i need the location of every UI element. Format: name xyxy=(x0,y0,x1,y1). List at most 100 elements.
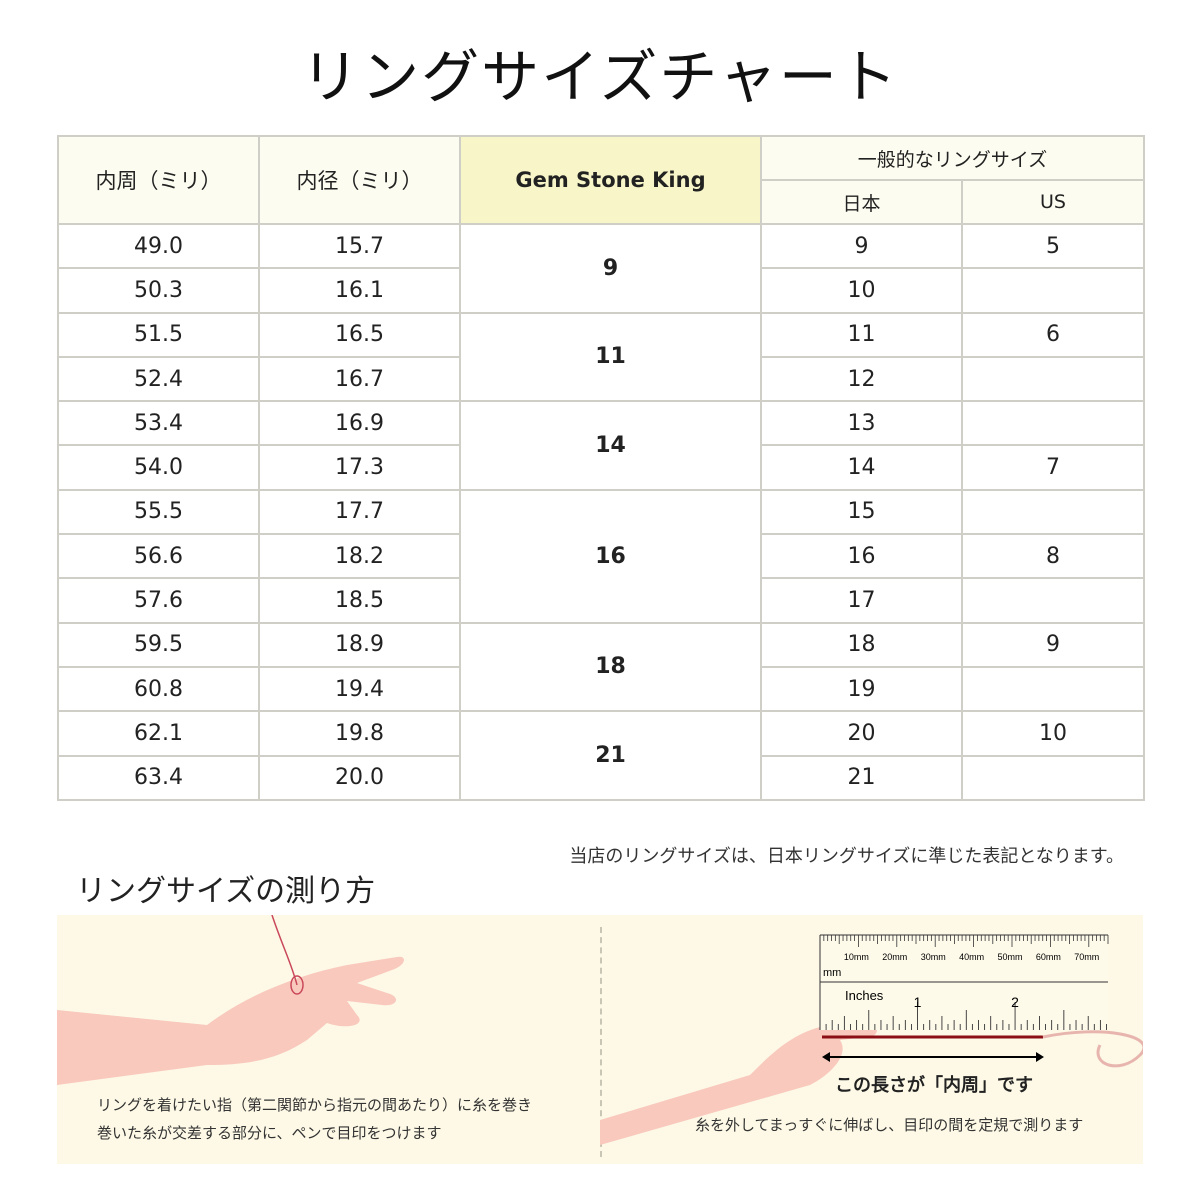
ruler-mm-label: 50mm xyxy=(997,952,1022,962)
page-title: リングサイズチャート xyxy=(301,43,899,111)
ruler-mm-label: 40mm xyxy=(959,952,984,962)
panel-divider xyxy=(600,927,602,1157)
cell-japan-size: 21 xyxy=(760,754,963,801)
header-us: US xyxy=(961,179,1145,225)
cell-us-size xyxy=(961,267,1145,314)
cell-inner-circumference: 59.5 xyxy=(57,621,260,668)
cell-us-size: 7 xyxy=(961,444,1145,491)
header-brand: Gem Stone King xyxy=(459,135,762,225)
hand-wrapping-thread-illustration xyxy=(57,915,404,1085)
cell-us-size xyxy=(961,355,1145,403)
table-row: 59.5 18.9 18 18 9 xyxy=(57,621,1145,713)
cell-brand-size: 21 xyxy=(459,710,762,801)
header-inner-circumference: 内周（ミリ） xyxy=(57,135,260,225)
cell-us-size: 9 xyxy=(961,621,1145,668)
table-row: 54.0 17.3 14 7 xyxy=(57,444,1145,491)
ruler-illustration: 10mm 20mm 30mm 40mm 50mm 60mm 70mm mm Inches 1 2 xyxy=(600,934,1143,1145)
cell-us-size xyxy=(961,665,1145,713)
cell-inner-diameter: 18.2 xyxy=(258,533,461,580)
table-row: 60.8 19.4 19 xyxy=(57,665,1145,713)
cell-inner-diameter: 18.5 xyxy=(258,577,461,624)
header-general-size: 一般的なリングサイズ xyxy=(760,135,1145,181)
cell-inner-diameter: 16.9 xyxy=(258,400,461,447)
cell-inner-diameter: 18.9 xyxy=(258,621,461,668)
table-row: 63.4 20.0 21 xyxy=(57,754,1145,801)
cell-inner-circumference: 63.4 xyxy=(57,754,260,801)
table-row: 52.4 16.7 12 xyxy=(57,355,1145,403)
cell-us-size: 6 xyxy=(961,311,1145,358)
ruler-inch-unit: Inches xyxy=(845,988,884,1003)
cell-japan-size: 10 xyxy=(760,267,963,314)
cell-inner-circumference: 51.5 xyxy=(57,311,260,358)
cell-us-size: 10 xyxy=(961,710,1145,757)
howto-panel: リングを着けたい指（第二関節から指元の間あたり）に糸を巻き 巻いた糸が交差する部… xyxy=(57,915,1143,1164)
cell-brand-size: 16 xyxy=(459,488,762,624)
hand-holding-thread xyxy=(600,1025,877,1145)
cell-inner-diameter: 16.5 xyxy=(258,311,461,358)
table-row: 62.1 19.8 21 20 10 xyxy=(57,710,1145,801)
ruler-mm-label: 20mm xyxy=(882,952,907,962)
cell-us-size xyxy=(961,488,1145,536)
cell-inner-circumference: 57.6 xyxy=(57,577,260,624)
howto-heading: リングサイズの測り方 xyxy=(76,874,376,909)
cell-japan-size: 17 xyxy=(760,577,963,624)
cell-us-size xyxy=(961,400,1145,447)
cell-inner-circumference: 53.4 xyxy=(57,400,260,447)
cell-inner-diameter: 17.7 xyxy=(258,488,461,536)
cell-japan-size: 20 xyxy=(760,710,963,757)
cell-japan-size: 15 xyxy=(760,488,963,536)
ruler-mm-label: 70mm xyxy=(1074,952,1099,962)
cell-inner-circumference: 54.0 xyxy=(57,444,260,491)
table-row: 57.6 18.5 17 xyxy=(57,577,1145,624)
table-row: 55.5 17.7 16 15 xyxy=(57,488,1145,624)
cell-japan-size: 19 xyxy=(760,665,963,713)
cell-inner-diameter: 16.1 xyxy=(258,267,461,314)
step2-caption: 糸を外してまっすぐに伸ばし、目印の間を定規で測ります xyxy=(695,1116,1084,1134)
cell-inner-circumference: 56.6 xyxy=(57,533,260,580)
ruler-mm-label: 60mm xyxy=(1036,952,1061,962)
cell-us-size: 8 xyxy=(961,533,1145,580)
cell-inner-diameter: 16.7 xyxy=(258,355,461,403)
table-row: 53.4 16.9 14 13 xyxy=(57,400,1145,491)
cell-inner-circumference: 62.1 xyxy=(57,710,260,757)
cell-japan-size: 18 xyxy=(760,621,963,668)
cell-inner-circumference: 52.4 xyxy=(57,355,260,403)
cell-inner-circumference: 55.5 xyxy=(57,488,260,536)
cell-inner-diameter: 17.3 xyxy=(258,444,461,491)
cell-japan-size: 12 xyxy=(760,355,963,403)
cell-inner-circumference: 60.8 xyxy=(57,665,260,713)
ruler-inch-label: 1 xyxy=(914,994,922,1010)
header-inner-diameter: 内径（ミリ） xyxy=(258,135,461,225)
cell-inner-diameter: 15.7 xyxy=(258,222,461,270)
cell-brand-size: 9 xyxy=(459,223,762,314)
cell-inner-circumference: 49.0 xyxy=(57,222,260,270)
step1-line1: リングを着けたい指（第二関節から指元の間あたり）に糸を巻き xyxy=(97,1096,533,1114)
step1-line2: 巻いた糸が交差する部分に、ペンで目印をつけます xyxy=(97,1124,442,1142)
cell-japan-size: 14 xyxy=(760,444,963,491)
table-row: 50.3 16.1 10 xyxy=(57,267,1145,314)
size-note: 当店のリングサイズは、日本リングサイズに準じた表記となります。 xyxy=(569,846,1124,867)
cell-us-size: 5 xyxy=(961,222,1145,270)
cell-inner-diameter: 19.4 xyxy=(258,665,461,713)
cell-inner-diameter: 20.0 xyxy=(258,754,461,801)
table-row: 49.0 15.7 9 9 5 xyxy=(57,222,1145,314)
table-row: 51.5 16.5 11 11 6 xyxy=(57,311,1145,403)
table-row: 56.6 18.2 16 8 xyxy=(57,533,1145,580)
ring-size-table: 内周（ミリ） 内径（ミリ） Gem Stone King 一般的なリングサイズ … xyxy=(57,135,1145,801)
ruler-mm-unit: mm xyxy=(823,967,841,979)
cell-brand-size: 11 xyxy=(459,311,762,403)
cell-us-size xyxy=(961,577,1145,624)
thread-loose xyxy=(1042,1030,1143,1068)
cell-japan-size: 13 xyxy=(760,400,963,447)
ruler-mm-label: 30mm xyxy=(921,952,946,962)
cell-inner-diameter: 19.8 xyxy=(258,710,461,757)
cell-japan-size: 9 xyxy=(760,222,963,270)
cell-japan-size: 11 xyxy=(760,311,963,358)
length-label: この長さが「内周」です xyxy=(835,1075,1033,1096)
cell-brand-size: 14 xyxy=(459,400,762,491)
cell-brand-size: 18 xyxy=(459,621,762,713)
cell-japan-size: 16 xyxy=(760,533,963,580)
cell-us-size xyxy=(961,754,1145,801)
ruler-mm-label: 10mm xyxy=(844,952,869,962)
cell-inner-circumference: 50.3 xyxy=(57,267,260,314)
